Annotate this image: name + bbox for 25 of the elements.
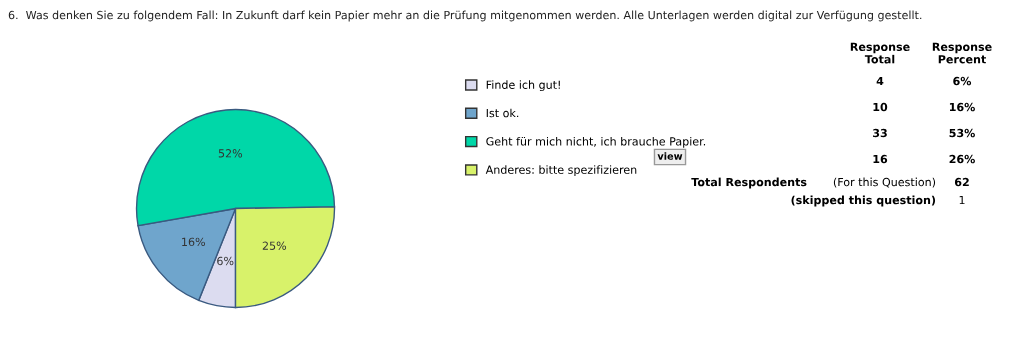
legend-label: Anderes: bitte spezifizieren [485,165,637,177]
text: 33 [873,128,887,138]
text: view [657,152,683,160]
text: 1 [959,195,965,205]
legend-label: Finde ich gut! [486,80,560,92]
text: 16% [949,102,975,112]
text: 16 [873,154,888,164]
text: 62 [954,177,969,187]
text: 4 [876,76,884,86]
data-label: 6% [217,256,234,266]
text: Total Respondents [691,177,807,189]
data-label: 16% [182,237,205,247]
text: (skipped this question) [791,195,936,207]
legend-label: Geht für mich nicht, ich brauche Papier. [486,136,706,148]
text: 26% [949,154,975,164]
text: Response Total [850,42,910,64]
chart-title: 6. Was denken Sie zu folgendem Fall: In Zukunft darf kein Papier mehr an die Prüfung mitgenommen werden. Alle Unterlagen werden digital zur Verfügung gestellt. [8,10,922,22]
text: (For this Question) [833,177,936,188]
text: Response Percent [932,42,992,64]
data-label: 25% [262,241,287,250]
data-label: 52% [218,149,243,158]
text: 53% [949,128,975,138]
legend-label: Ist ok. [486,108,519,118]
text: 6% [953,76,972,86]
text: 10 [873,102,888,112]
